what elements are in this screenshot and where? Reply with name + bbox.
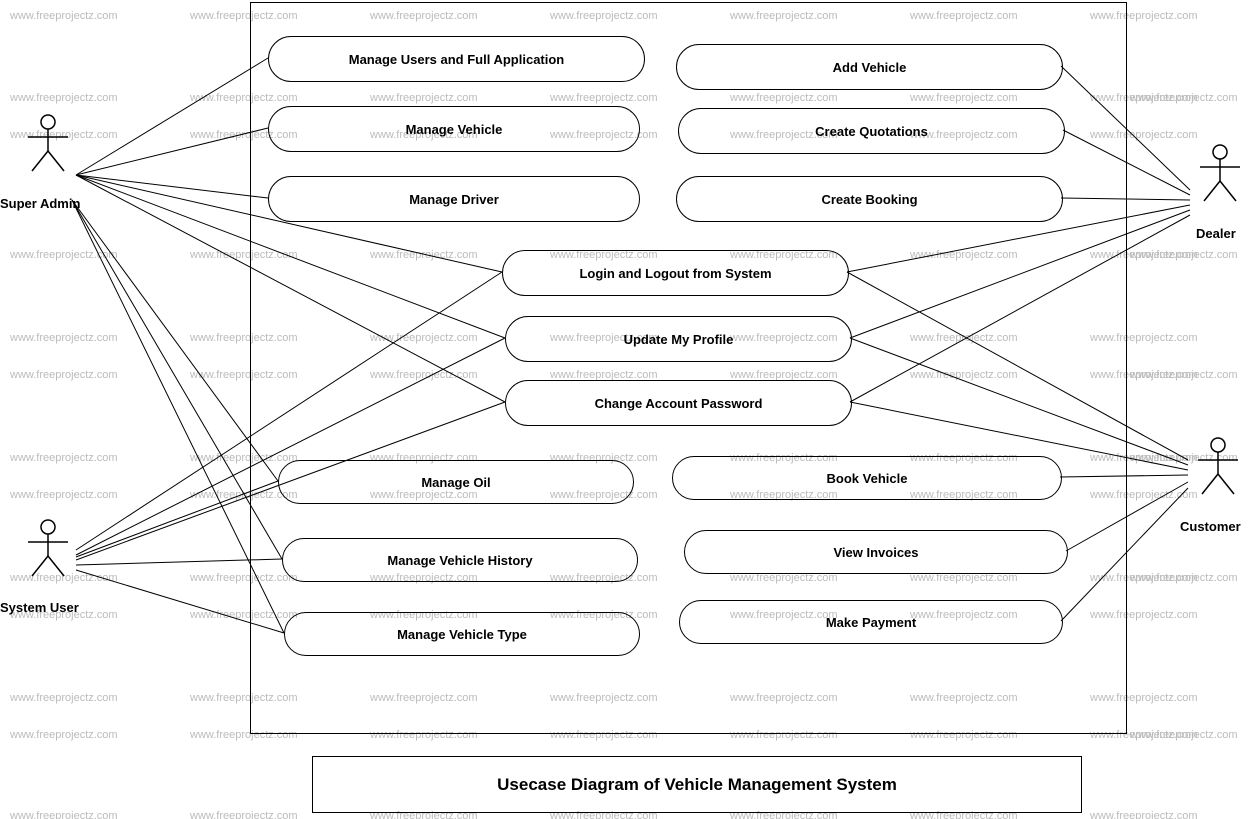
usecase-uc12: Manage Vehicle Type [284,612,640,656]
usecase-uc10: Manage Oil [278,460,634,504]
usecase-uc14: View Invoices [684,530,1068,574]
usecase-uc3: Manage Driver [268,176,640,222]
actor-dealer [1200,143,1251,233]
usecase-uc8: Update My Profile [505,316,852,362]
watermark-text: www.freeprojectz.com [10,692,118,704]
diagram-title: Usecase Diagram of Vehicle Management Sy… [312,756,1082,813]
watermark-text: www.freeprojectz.com [10,452,118,464]
watermark-text: www.freeprojectz.com [10,489,118,501]
usecase-uc5: Create Quotations [678,108,1065,154]
actor-customer [1198,436,1251,526]
watermark-text: www.freeprojectz.com [1130,572,1238,584]
usecase-uc2: Manage Vehicle [268,106,640,152]
watermark-text: www.freeprojectz.com [190,810,298,819]
association-line [76,128,268,175]
usecase-uc7: Login and Logout from System [502,250,849,296]
watermark-text: www.freeprojectz.com [1130,249,1238,261]
actor-label-customer: Customer [1180,519,1241,534]
actor-super_admin [28,113,88,203]
watermark-text: www.freeprojectz.com [10,332,118,344]
usecase-uc11: Manage Vehicle History [282,538,638,582]
association-line [76,58,268,175]
association-line [76,481,278,557]
association-line [72,200,278,481]
usecase-uc13: Book Vehicle [672,456,1062,500]
actor-label-super_admin: Super Admin [0,196,80,211]
watermark-text: www.freeprojectz.com [1090,810,1198,819]
watermark-text: www.freeprojectz.com [1130,729,1238,741]
watermark-text: www.freeprojectz.com [10,729,118,741]
watermark-text: www.freeprojectz.com [1130,92,1238,104]
watermark-text: www.freeprojectz.com [10,249,118,261]
watermark-text: www.freeprojectz.com [10,10,118,22]
watermark-text: www.freeprojectz.com [10,92,118,104]
usecase-uc15: Make Payment [679,600,1063,644]
association-line [76,175,268,198]
watermark-text: www.freeprojectz.com [10,810,118,819]
watermark-text: www.freeprojectz.com [10,369,118,381]
usecase-uc6: Create Booking [676,176,1063,222]
usecase-uc4: Add Vehicle [676,44,1063,90]
usecase-uc1: Manage Users and Full Application [268,36,645,82]
actor-label-system_user: System User [0,600,79,615]
actor-system_user [28,518,88,608]
watermark-text: www.freeprojectz.com [1130,369,1238,381]
usecase-uc9: Change Account Password [505,380,852,426]
actor-label-dealer: Dealer [1196,226,1236,241]
